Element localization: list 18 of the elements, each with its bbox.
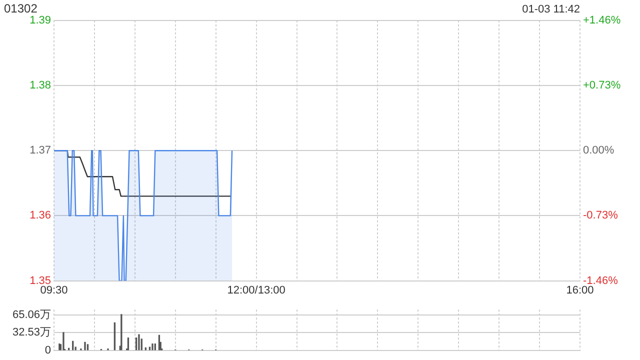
- chart-title: 01302: [4, 2, 38, 16]
- y-tick-label: 1.36: [30, 210, 51, 222]
- y-tick-label: 1.39: [30, 14, 51, 26]
- text: 01-03 11:42: [522, 4, 580, 16]
- y-tick-label: 65.06万: [12, 309, 51, 322]
- y2-tick-label: -1.46%: [583, 274, 618, 287]
- x-tick-label: 12:00/13:00: [227, 284, 286, 296]
- x-tick-label: 16:00: [566, 284, 594, 296]
- y2-tick-label: +0.73%: [583, 80, 621, 92]
- y2-tick-label: -0.73%: [583, 210, 618, 222]
- y-tick-label: 1.37: [30, 144, 51, 157]
- y-tick-label: 0: [44, 344, 51, 356]
- x-tick-label: 09:30: [40, 284, 68, 296]
- y-tick-label: 32.53万: [12, 326, 51, 339]
- y2-tick-label: 0.00%: [583, 144, 614, 157]
- y-tick-label: 1.35: [30, 274, 51, 287]
- y2-tick-label: +1.46%: [583, 14, 621, 26]
- y-tick-label: 1.38: [30, 80, 51, 92]
